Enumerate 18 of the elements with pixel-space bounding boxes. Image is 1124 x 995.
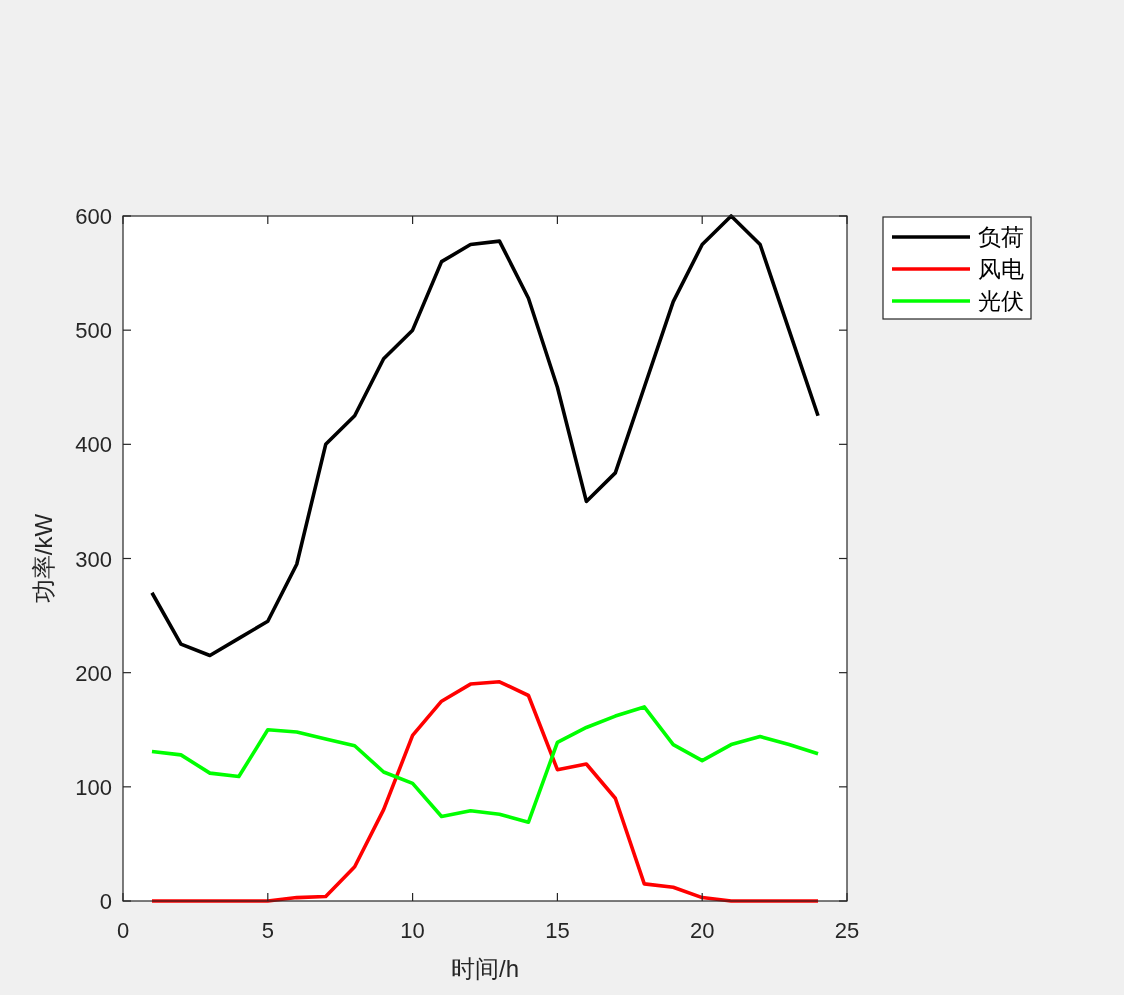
legend-label: 风电 <box>978 257 1024 282</box>
y-axis-title: 功率/kW <box>30 513 57 604</box>
x-tick-label: 20 <box>689 918 715 943</box>
legend-label: 负荷 <box>978 225 1024 250</box>
x-tick-label: 0 <box>116 918 130 943</box>
legend-label: 光伏 <box>978 289 1024 314</box>
y-tick-label: 0 <box>99 889 112 914</box>
y-tick-label: 400 <box>75 432 112 458</box>
y-tick-label: 500 <box>75 318 112 344</box>
x-tick-label: 25 <box>834 918 860 943</box>
x-tick-label: 10 <box>400 918 425 943</box>
y-tick-label: 100 <box>75 774 112 800</box>
x-tick-label: 5 <box>261 918 274 943</box>
y-tick-label: 200 <box>75 660 112 686</box>
x-tick-label: 15 <box>545 918 570 943</box>
x-axis-title: 时间/h <box>451 955 519 982</box>
y-tick-label: 600 <box>75 204 112 229</box>
y-tick-label: 300 <box>75 546 112 572</box>
